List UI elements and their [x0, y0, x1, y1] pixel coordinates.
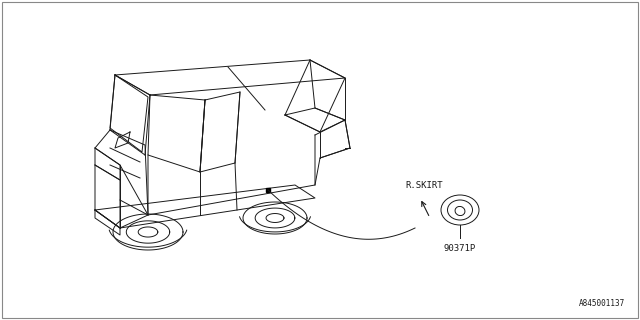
Text: R.SKIRT: R.SKIRT: [405, 181, 443, 190]
Text: A845001137: A845001137: [579, 299, 625, 308]
Ellipse shape: [441, 195, 479, 225]
Text: 90371P: 90371P: [444, 244, 476, 253]
Ellipse shape: [455, 206, 465, 216]
Ellipse shape: [447, 200, 472, 220]
